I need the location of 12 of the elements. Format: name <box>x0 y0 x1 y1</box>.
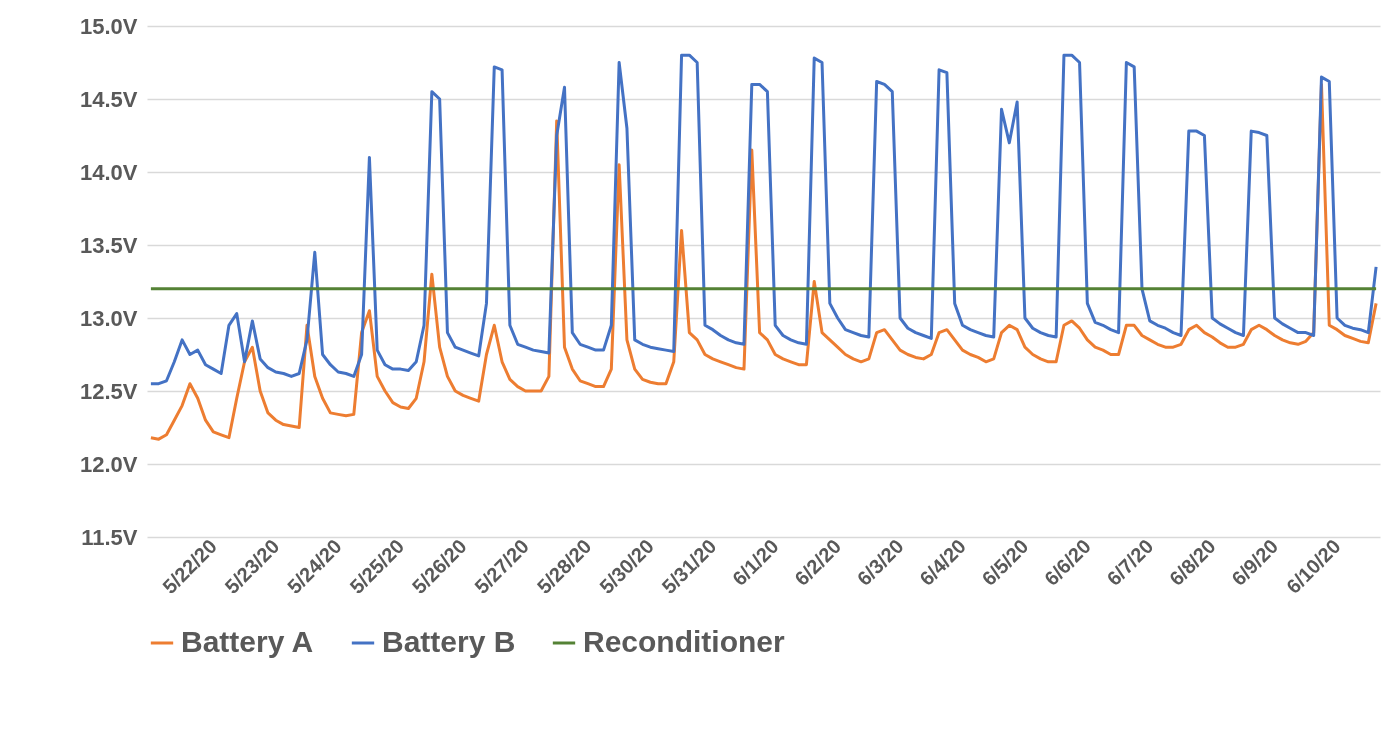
legend-label: Battery B <box>382 625 516 658</box>
legend-label: Battery A <box>181 625 314 658</box>
y-tick-label: 15.0V <box>80 13 138 39</box>
y-tick-label: 14.5V <box>80 86 138 112</box>
y-tick-label: 13.0V <box>80 305 138 331</box>
y-tick-label: 12.0V <box>80 451 138 477</box>
legend-label: Reconditioner <box>583 625 785 658</box>
line-series <box>149 53 1378 386</box>
y-tick-label: 12.5V <box>80 378 138 404</box>
y-tick-label: 11.5V <box>81 524 138 550</box>
y-tick-label: 14.0V <box>80 159 138 185</box>
y-tick-label: 13.5V <box>80 232 138 258</box>
